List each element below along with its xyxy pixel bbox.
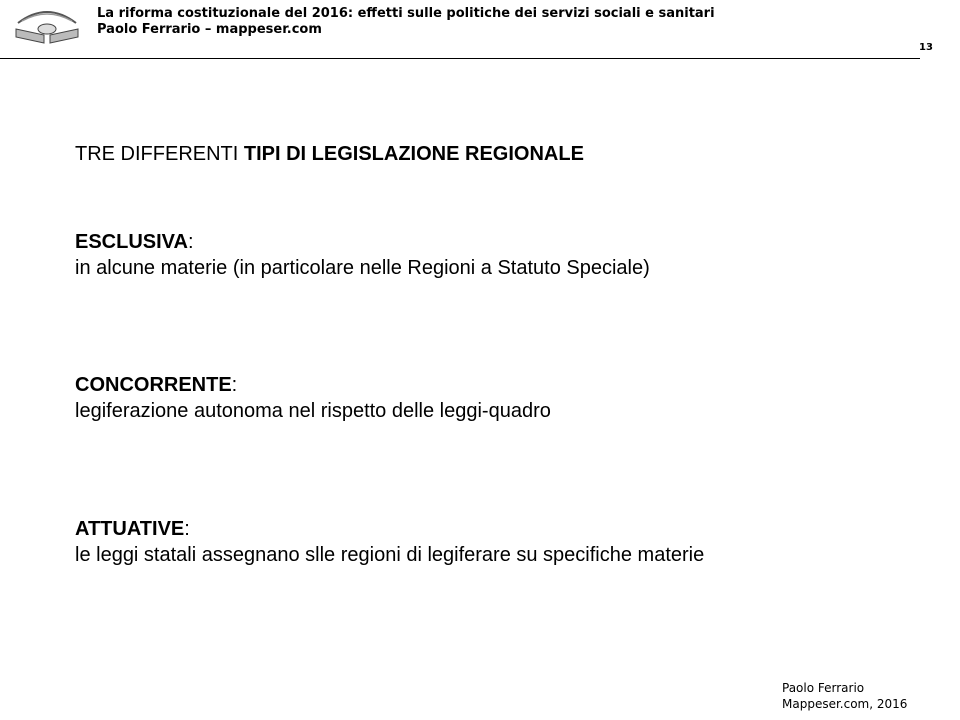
footer: Paolo Ferrario Mappeser.com, 2016 — [782, 680, 907, 712]
footer-author: Paolo Ferrario — [782, 681, 865, 695]
header: La riforma costituzionale del 2016: effe… — [97, 6, 715, 38]
colon: : — [187, 231, 194, 253]
item-term: ATTUATIVE — [75, 518, 185, 540]
page-number: 13 — [919, 42, 933, 53]
colon: : — [231, 374, 238, 396]
item-desc: legiferazione autonoma nel rispetto dell… — [75, 400, 551, 422]
item-term: ESCLUSIVA — [75, 231, 188, 253]
item-concorrente: CONCORRENTE: legiferazione autonoma nel … — [75, 372, 551, 424]
footer-site: Mappeser.com, 2016 — [782, 697, 908, 711]
item-term: CONCORRENTE — [75, 374, 232, 396]
item-desc: in alcune materie (in particolare nelle … — [75, 257, 650, 279]
slide-heading: TRE DIFFERENTI TIPI DI LEGISLAZIONE REGI… — [75, 141, 584, 167]
logo-handshake-book-icon — [15, 11, 79, 44]
item-esclusiva: ESCLUSIVA: in alcune materie (in partico… — [75, 229, 650, 281]
heading-plain: TRE DIFFERENTI — [75, 143, 244, 165]
item-desc: le leggi statali assegnano slle regioni … — [75, 544, 705, 566]
heading-bold: TIPI DI LEGISLAZIONE REGIONALE — [243, 143, 584, 165]
header-subtitle: Paolo Ferrario – mappeser.com — [97, 22, 322, 37]
header-divider — [0, 58, 920, 59]
item-attuative: ATTUATIVE: le leggi statali assegnano sl… — [75, 516, 704, 568]
header-title: La riforma costituzionale del 2016: effe… — [97, 6, 715, 21]
colon: : — [184, 518, 190, 540]
